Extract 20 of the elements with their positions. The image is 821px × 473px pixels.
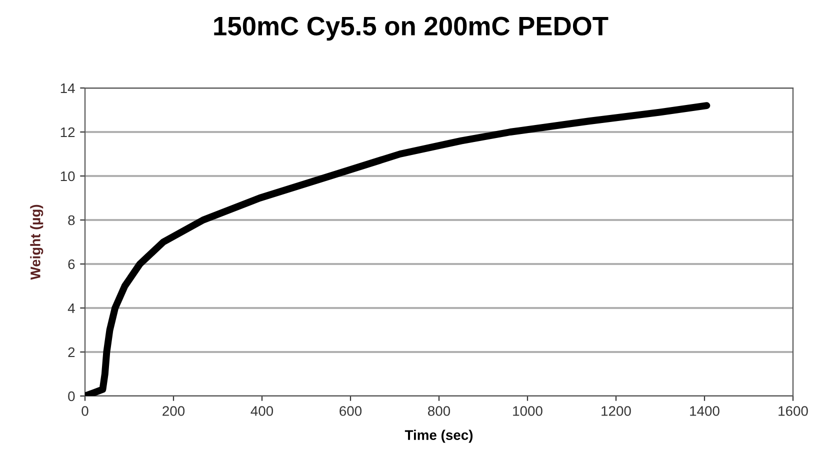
y-axis-title: Weight (µg) bbox=[30, 204, 44, 280]
x-tick-label: 200 bbox=[162, 406, 185, 416]
y-tick-label: 4 bbox=[68, 303, 75, 314]
x-tick-label: 600 bbox=[340, 406, 362, 416]
x-axis-title: Time (sec) bbox=[404, 430, 473, 443]
y-tick-label: 6 bbox=[68, 259, 75, 270]
x-tick-label: 800 bbox=[428, 406, 450, 416]
y-tick-label: 0 bbox=[68, 391, 75, 402]
x-tick-label: 1200 bbox=[602, 406, 631, 416]
y-tick-label: 8 bbox=[68, 215, 75, 226]
x-tick-label: 1000 bbox=[513, 406, 542, 416]
x-tick-label: 0 bbox=[82, 406, 88, 416]
y-tick-label: 14 bbox=[60, 83, 75, 94]
x-tick-label: 1600 bbox=[778, 406, 808, 416]
x-tick-label: 400 bbox=[250, 406, 274, 416]
y-tick-label: 12 bbox=[60, 127, 75, 138]
x-tick-label: 1400 bbox=[690, 406, 720, 416]
y-tick-label: 10 bbox=[60, 171, 75, 182]
y-tick-label: 2 bbox=[68, 347, 75, 358]
chart-title: 150mC Cy5.5 on 200mC PEDOT bbox=[214, 16, 608, 41]
